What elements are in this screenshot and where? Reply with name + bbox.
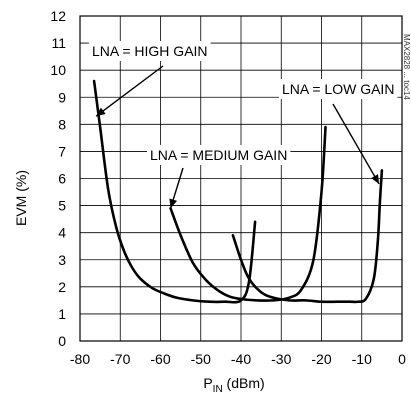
annotation-leader-line (332, 103, 380, 185)
annotation-medium-gain: LNA = MEDIUM GAIN (150, 147, 287, 163)
x-tick-labels: -80 -70 -60 -50 -40 -30 -20 -10 0 (70, 351, 406, 367)
plot-frame (79, 15, 403, 342)
x-axis-label-main: P (203, 375, 212, 391)
y-tick-label: 0 (58, 333, 66, 349)
x-tick-label: 0 (398, 351, 406, 367)
y-axis-label: EVM (%) (13, 170, 29, 226)
x-axis-label-unit: (dBm) (223, 375, 265, 391)
series-line-medium-gain (169, 125, 327, 302)
y-tick-label: 5 (58, 198, 66, 214)
annotation-low-gain: LNA = LOW GAIN (282, 81, 394, 97)
y-tick-label: 12 (50, 8, 66, 24)
x-tick-label: -50 (191, 351, 211, 367)
y-tick-label: 4 (58, 225, 66, 241)
annotation-background (89, 41, 211, 61)
series-line-high-gain (92, 79, 257, 304)
x-tick-label: -60 (150, 351, 170, 367)
watermark-text: MAX2828 ... toc14 (402, 34, 411, 100)
y-tick-label: 11 (51, 35, 66, 51)
annotation-high-gain: LNA = HIGH GAIN (92, 43, 208, 59)
grid (80, 16, 402, 341)
y-tick-label: 7 (58, 143, 66, 159)
series-lines (92, 79, 384, 304)
y-tick-label: 10 (50, 62, 66, 78)
annotation-background (279, 79, 398, 99)
y-tick-label: 9 (58, 89, 66, 105)
y-tick-label: 8 (58, 116, 66, 132)
x-tick-label: -30 (271, 351, 291, 367)
y-tick-label: 6 (58, 171, 66, 187)
series-line-low-gain (231, 169, 384, 304)
x-tick-label: -10 (352, 351, 372, 367)
annotation-background (147, 145, 291, 165)
x-tick-label: -40 (231, 351, 251, 367)
y-tick-label: 3 (58, 252, 66, 268)
annotation-arrowhead (371, 174, 380, 184)
x-tick-label: -20 (311, 351, 331, 367)
x-tick-label: -70 (110, 351, 130, 367)
x-tick-label: -80 (70, 351, 90, 367)
annotation-arrowhead (169, 198, 178, 209)
y-tick-label: 2 (58, 279, 66, 295)
annotation-arrowhead (96, 107, 106, 117)
x-axis-label-sub: IN (213, 384, 223, 395)
x-axis-label: PIN (dBm) (203, 375, 264, 395)
y-tick-label: 1 (58, 306, 66, 322)
annotation-leader-line (95, 65, 164, 117)
annotations: LNA = HIGH GAIN LNA = MEDIUM GAIN LNA = LO… (89, 41, 398, 209)
